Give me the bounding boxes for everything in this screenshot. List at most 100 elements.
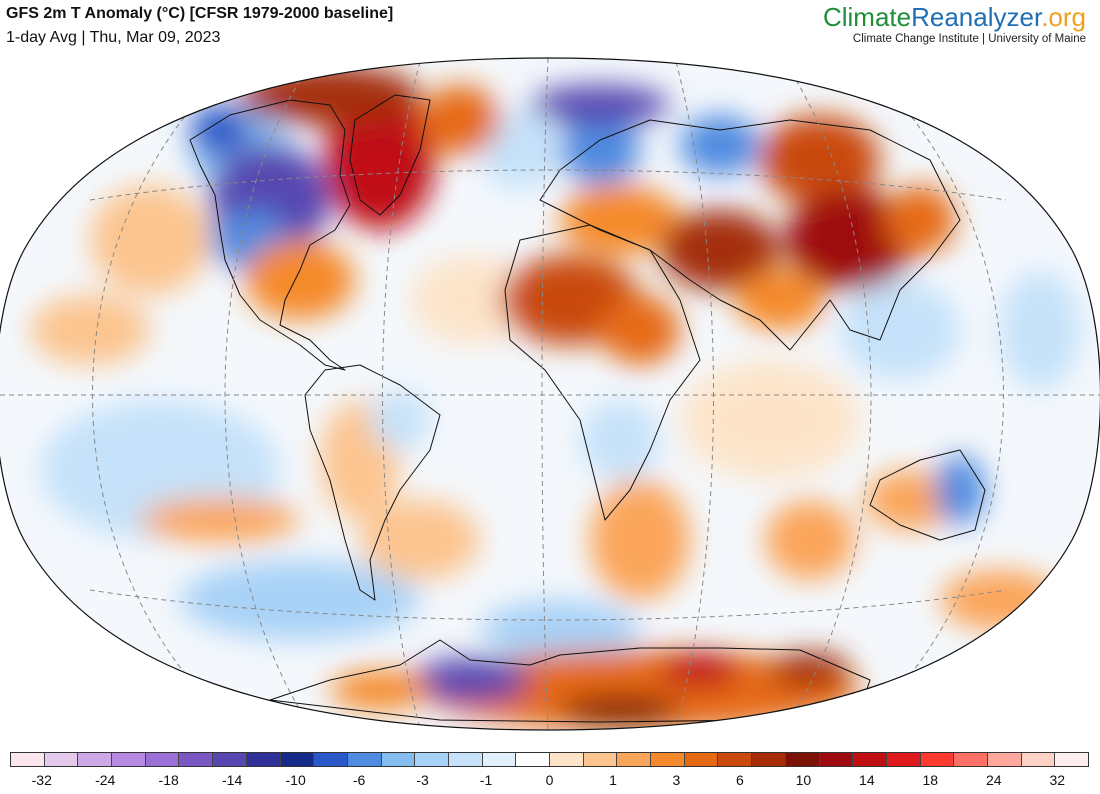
color-scale-bar <box>10 752 1089 767</box>
color-scale-cell <box>145 753 180 766</box>
color-scale-cell <box>886 753 921 766</box>
anomaly-patch-china <box>785 190 915 290</box>
color-scale-cell <box>920 753 955 766</box>
color-scale-cell <box>314 753 348 766</box>
meridian-line <box>92 109 191 681</box>
anomaly-patch <box>180 560 420 640</box>
anomaly-patch <box>420 85 500 155</box>
anomaly-patch <box>660 652 740 688</box>
color-scale-label: 24 <box>985 772 1002 788</box>
anomaly-patch <box>770 652 850 688</box>
brand-name-climate: Climate <box>822 2 912 32</box>
color-scale-cell <box>381 753 416 766</box>
brand-block[interactable]: ClimateReanalyzer.org Climate Change Ins… <box>823 2 1086 45</box>
anomaly-patch <box>680 360 860 480</box>
color-scale-cell <box>651 753 685 766</box>
brand-tagline: Climate Change Institute | University of… <box>852 33 1086 45</box>
color-scale-cell <box>550 753 584 766</box>
color-scale-cell <box>280 753 315 766</box>
map-title: GFS 2m T Anomaly (°C) [CFSR 1979-2000 ba… <box>6 5 394 22</box>
anomaly-patch <box>600 295 680 365</box>
anomaly-patch-antarctica-east <box>420 650 860 730</box>
meridian-line <box>675 61 714 729</box>
coastline-north-america <box>189 99 351 371</box>
color-scale-label: 14 <box>859 772 875 788</box>
anomaly-patch <box>530 85 670 125</box>
color-scale-label: 32 <box>1049 772 1066 788</box>
coastline-australia <box>869 449 986 541</box>
meridian-line <box>905 109 1004 681</box>
color-scale-cell <box>583 753 618 766</box>
color-scale-cell <box>44 753 79 766</box>
color-scale-cell <box>347 753 382 766</box>
color-scale-cell <box>617 753 652 766</box>
anomaly-patch <box>560 695 680 725</box>
meridian-line <box>795 79 872 711</box>
anomaly-patch <box>885 185 955 255</box>
color-scale-label: 10 <box>795 772 812 788</box>
anomaly-patch-scandinavia <box>560 115 640 185</box>
color-scale-cell <box>246 753 281 766</box>
color-scale-cell <box>112 753 146 766</box>
brand-name-org: .org <box>1041 2 1086 32</box>
coastline-south-america <box>304 364 441 601</box>
anomaly-field <box>0 58 1100 730</box>
color-scale-cell <box>785 753 820 766</box>
parallel-line <box>89 589 1007 621</box>
anomaly-patch <box>480 600 640 660</box>
color-scale-cell <box>11 753 45 766</box>
color-scale-cell <box>752 753 786 766</box>
anomaly-patch <box>580 400 660 480</box>
color-scale-cell <box>718 753 753 766</box>
parallel-line <box>89 169 1007 201</box>
color-scale-cell <box>482 753 517 766</box>
anomaly-patch <box>840 280 960 380</box>
color-scale-label: -14 <box>222 772 243 788</box>
anomaly-patch <box>190 105 250 155</box>
brand-name-reanalyzer: Reanalyzer <box>911 2 1042 32</box>
anomaly-patch <box>30 295 150 365</box>
anomaly-patch-australia-east <box>935 455 985 525</box>
color-scale-label: 3 <box>672 772 681 788</box>
color-scale-labels: -32 -24 -18 -14 -10 -6 -3 -1 0 1 3 6 10 14 18 24 32 <box>0 772 1100 792</box>
anomaly-patch-east-siberia <box>760 115 880 205</box>
color-scale-cell <box>213 753 247 766</box>
color-scale-label: 1 <box>609 772 617 788</box>
coastline-greenland <box>349 94 431 216</box>
anomaly-patch <box>590 480 690 600</box>
brand-logo[interactable]: ClimateReanalyzer.org <box>823 2 1086 32</box>
color-scale-cell <box>954 753 988 766</box>
anomaly-patch <box>90 185 210 295</box>
color-scale-cell <box>1021 753 1056 766</box>
color-scale-cell <box>78 753 113 766</box>
anomaly-blobs <box>30 65 1080 730</box>
meridian-line <box>382 61 421 729</box>
anomaly-patch-west-siberia <box>680 115 760 175</box>
anomaly-patch <box>765 500 855 580</box>
color-scale-cell <box>819 753 854 766</box>
color-scale-cell <box>684 753 719 766</box>
anomaly-patch <box>360 500 480 580</box>
color-scale-label: -6 <box>352 772 366 788</box>
anomaly-patch <box>865 470 955 530</box>
color-scale-label: 6 <box>736 772 744 788</box>
meridian-line <box>541 58 549 730</box>
anomaly-patch <box>240 65 420 125</box>
anomaly-patch-greenland <box>325 90 435 230</box>
color-scale-label: -24 <box>95 772 116 788</box>
anomaly-patch <box>410 255 530 345</box>
anomaly-patch-southeast-us <box>245 240 355 320</box>
coastline-eurasia <box>539 119 961 351</box>
globe-outline <box>0 57 1100 731</box>
anomaly-patch <box>330 670 430 710</box>
color-scale-cell <box>1055 753 1088 766</box>
anomaly-patch-middle-east <box>660 210 780 290</box>
anomaly-patch <box>735 270 825 330</box>
map-subtitle: 1-day Avg | Thu, Mar 09, 2023 <box>6 29 221 46</box>
color-scale-cell <box>415 753 449 766</box>
anomaly-patch <box>370 390 430 450</box>
color-scale-cell <box>448 753 483 766</box>
anomaly-patch-antarctica-west <box>410 658 530 702</box>
anomaly-patch <box>940 570 1060 630</box>
